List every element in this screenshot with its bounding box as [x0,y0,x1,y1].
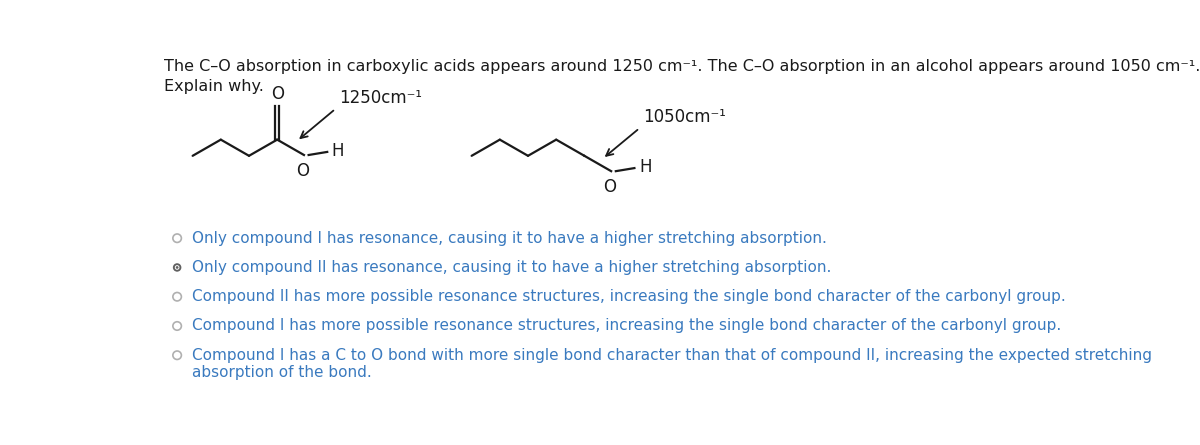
Text: The C–O absorption in carboxylic acids appears around 1250 cm⁻¹. The C–O absorpt: The C–O absorption in carboxylic acids a… [164,59,1200,74]
Text: absorption of the bond.: absorption of the bond. [192,365,372,380]
Text: O: O [271,85,283,103]
Text: Compound I has a C to O bond with more single bond character than that of compou: Compound I has a C to O bond with more s… [192,348,1152,363]
Circle shape [173,263,181,272]
Text: H: H [332,142,344,160]
Text: H: H [640,158,652,176]
Circle shape [175,266,179,269]
Text: Compound II has more possible resonance structures, increasing the single bond c: Compound II has more possible resonance … [192,289,1066,304]
Text: Only compound II has resonance, causing it to have a higher stretching absorptio: Only compound II has resonance, causing … [192,260,832,275]
Text: 1250cm⁻¹: 1250cm⁻¹ [338,89,421,106]
Circle shape [175,265,180,270]
Text: Explain why.: Explain why. [164,79,264,94]
Text: Only compound I has resonance, causing it to have a higher stretching absorption: Only compound I has resonance, causing i… [192,231,827,246]
Text: 1050cm⁻¹: 1050cm⁻¹ [643,108,726,126]
Text: O: O [296,162,308,180]
Text: Compound I has more possible resonance structures, increasing the single bond ch: Compound I has more possible resonance s… [192,319,1062,333]
Text: O: O [604,178,616,196]
